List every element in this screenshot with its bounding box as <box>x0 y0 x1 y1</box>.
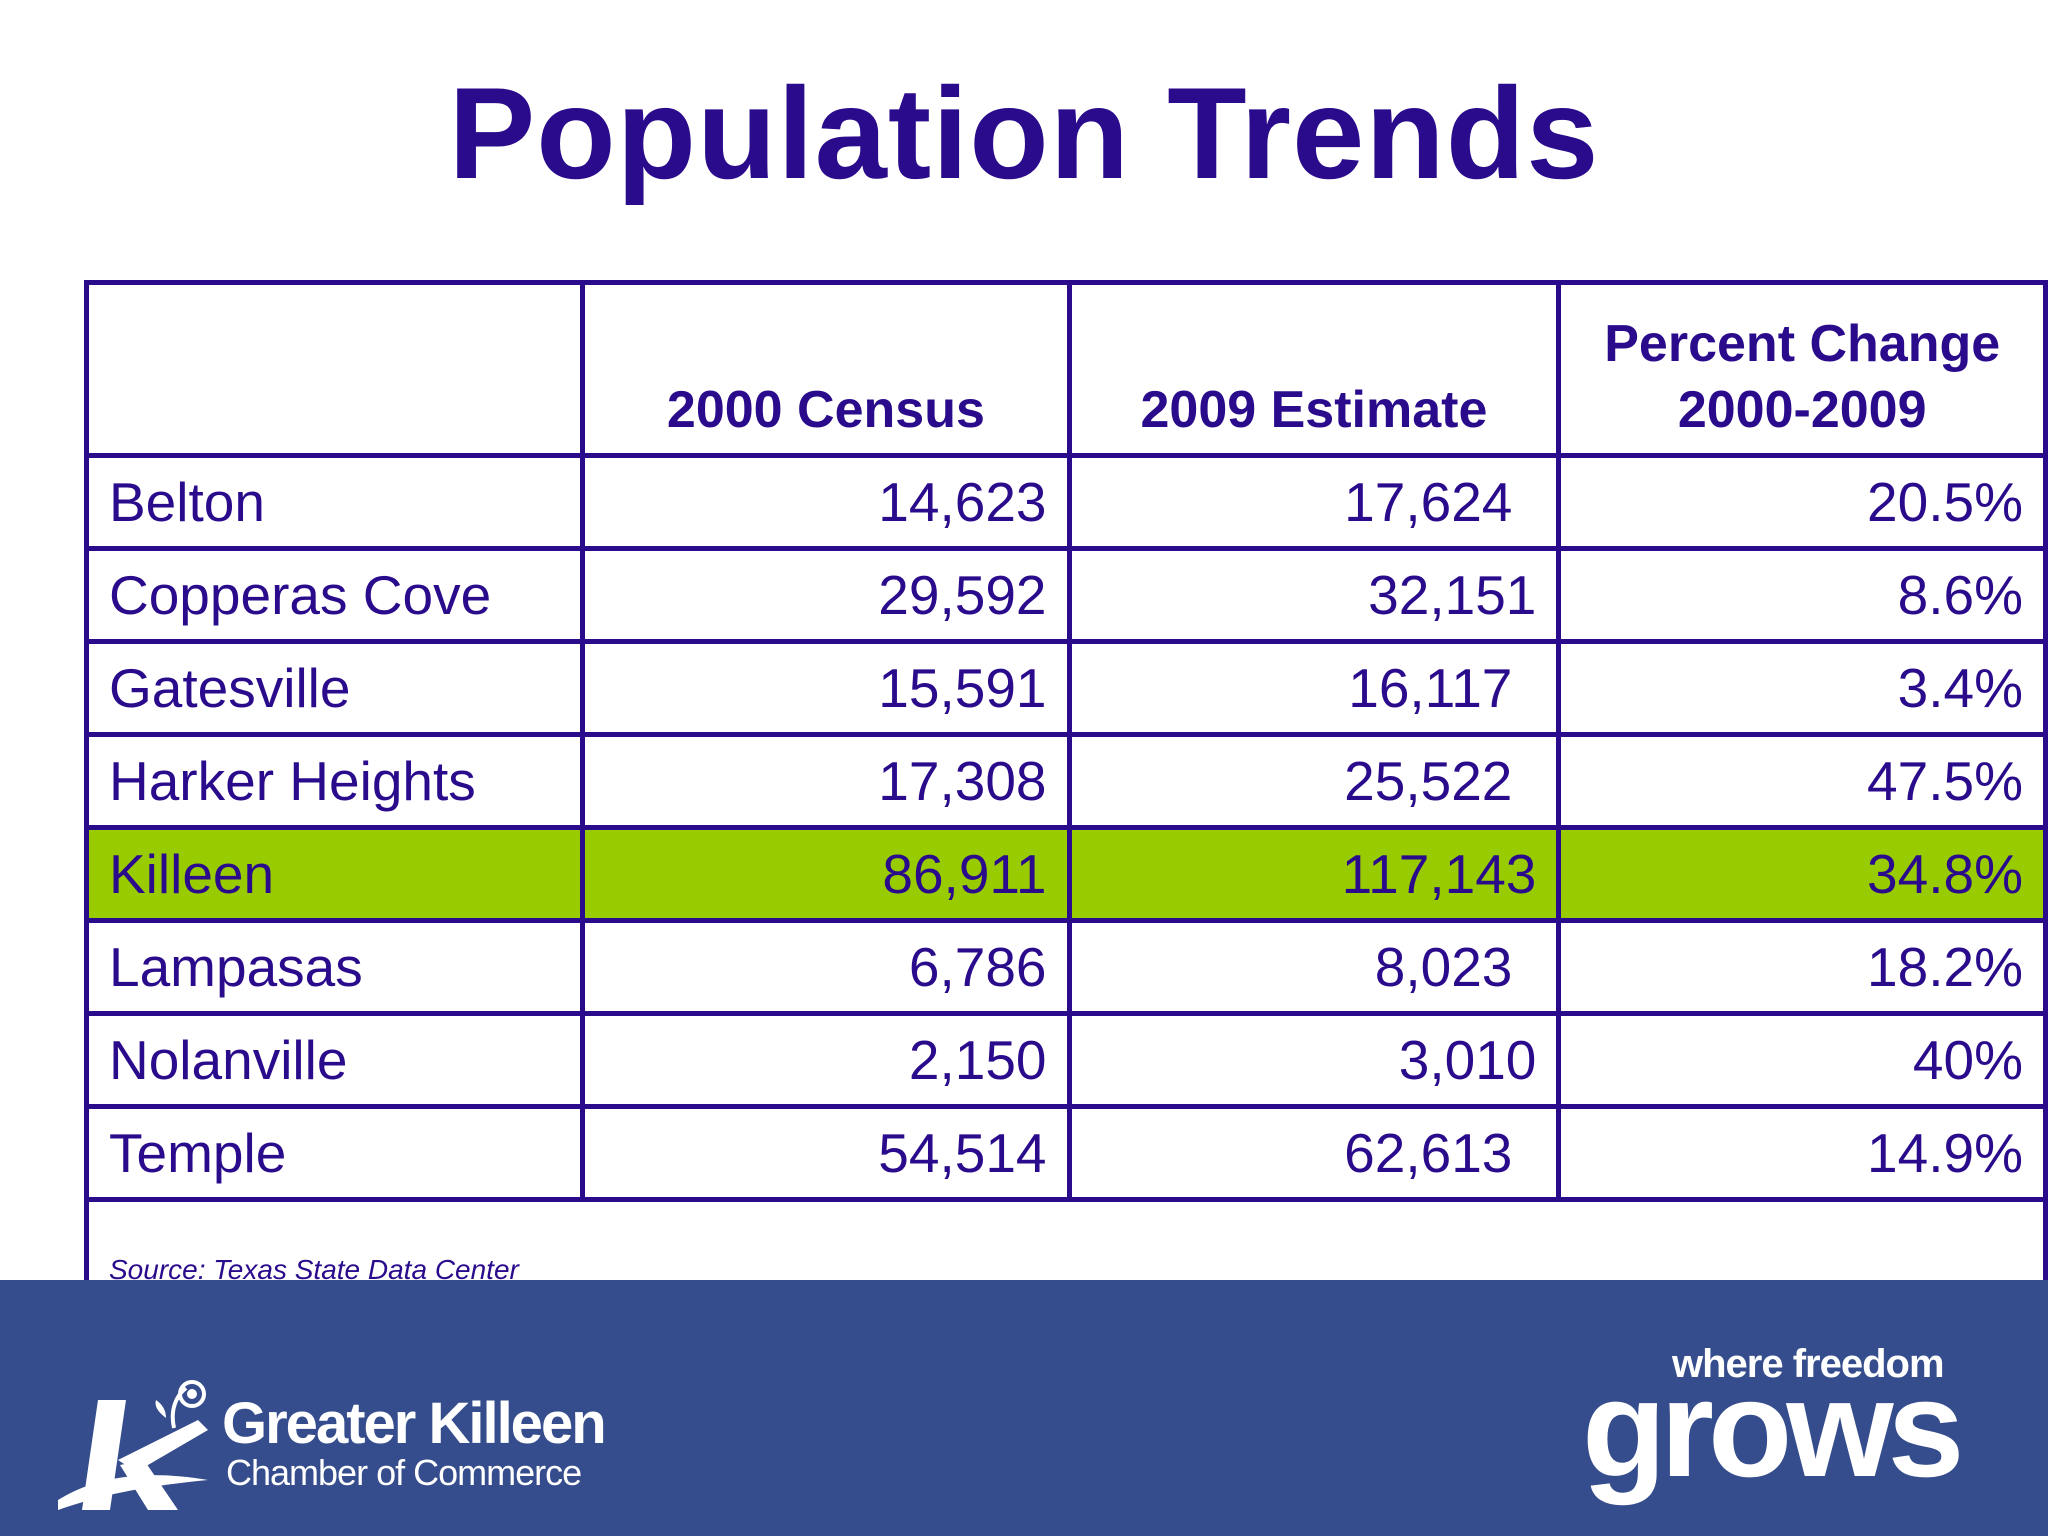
census-2000-value: 14,623 <box>580 453 1072 551</box>
city-name: Belton <box>83 453 586 551</box>
header-estimate-2009: 2009 Estimate <box>1066 280 1562 458</box>
table-row: Gatesville 15,591 16,117 3.4% <box>83 639 2048 737</box>
table-row: Nolanville 2,150 3,010 40% <box>83 1011 2048 1109</box>
percent-change-value: 14.9% <box>1556 1104 2048 1202</box>
header-city <box>83 280 586 458</box>
header-percent-change-line2: 2000-2009 <box>1677 381 1927 439</box>
city-name: Temple <box>83 1104 586 1202</box>
header-census-2000: 2000 Census <box>580 280 1072 458</box>
city-name: Nolanville <box>83 1011 586 1109</box>
estimate-2009-value: 117,143 <box>1066 825 1562 923</box>
population-table: 2000 Census 2009 Estimate Percent Change… <box>83 280 2048 1299</box>
city-name: Copperas Cove <box>83 546 586 644</box>
table-row: Lampasas 6,786 8,023 18.2% <box>83 918 2048 1016</box>
percent-change-value: 20.5% <box>1556 453 2048 551</box>
killeen-k-rose-icon <box>58 1380 208 1510</box>
estimate-2009-value: 3,010 <box>1066 1011 1562 1109</box>
census-2000-value: 17,308 <box>580 732 1072 830</box>
table-row-highlighted: Killeen 86,911 117,143 34.8% <box>83 825 2048 923</box>
percent-change-value: 18.2% <box>1556 918 2048 1016</box>
census-2000-value: 6,786 <box>580 918 1072 1016</box>
logo-subtitle: Chamber of Commerce <box>226 1452 582 1493</box>
estimate-2009-value: 25,522 <box>1066 732 1562 830</box>
census-2000-value: 54,514 <box>580 1104 1072 1202</box>
logo-name: Greater Killeen <box>222 1391 607 1456</box>
estimate-2009-value: 17,624 <box>1066 453 1562 551</box>
tagline-top: where freedom <box>1672 1342 1945 1386</box>
table-header-row: 2000 Census 2009 Estimate Percent Change… <box>83 280 2048 458</box>
tagline-grows: grows <box>1582 1352 1964 1506</box>
table-row: Belton 14,623 17,624 20.5% <box>83 453 2048 551</box>
page-title: Population Trends <box>448 60 1600 206</box>
estimate-2009-value: 8,023 <box>1066 918 1562 1016</box>
percent-change-value: 47.5% <box>1556 732 2048 830</box>
footer-banner: Greater Killeen Chamber of Commerce wher… <box>0 1280 2048 1536</box>
percent-change-value: 34.8% <box>1556 825 2048 923</box>
census-2000-value: 15,591 <box>580 639 1072 737</box>
city-name: Gatesville <box>83 639 586 737</box>
census-2000-value: 29,592 <box>580 546 1072 644</box>
header-percent-change-line1: Percent Change <box>1604 315 2001 373</box>
table-row: Harker Heights 17,308 25,522 47.5% <box>83 732 2048 830</box>
estimate-2009-value: 62,613 <box>1066 1104 1562 1202</box>
city-name: Lampasas <box>83 918 586 1016</box>
city-name: Killeen <box>83 825 586 923</box>
table-row: Temple 54,514 62,613 14.9% <box>83 1104 2048 1202</box>
census-2000-value: 2,150 <box>580 1011 1072 1109</box>
estimate-2009-value: 32,151 <box>1066 546 1562 644</box>
percent-change-value: 8.6% <box>1556 546 2048 644</box>
estimate-2009-value: 16,117 <box>1066 639 1562 737</box>
header-percent-change: Percent Change 2000-2009 <box>1556 280 2048 458</box>
table-row: Copperas Cove 29,592 32,151 8.6% <box>83 546 2048 644</box>
percent-change-value: 40% <box>1556 1011 2048 1109</box>
census-2000-value: 86,911 <box>580 825 1072 923</box>
city-name: Harker Heights <box>83 732 586 830</box>
percent-change-value: 3.4% <box>1556 639 2048 737</box>
